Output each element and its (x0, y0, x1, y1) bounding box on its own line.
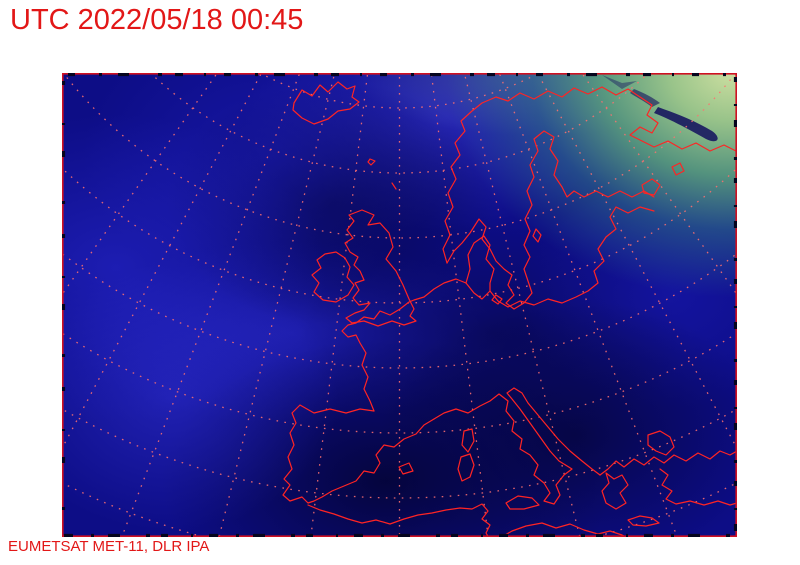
border-ticks (62, 73, 737, 537)
dark-terrain-streaks (602, 75, 718, 142)
credit-label: EUMETSAT MET-11, DLR IPA (8, 538, 210, 555)
satellite-map (62, 73, 737, 537)
graticule-grid (62, 73, 737, 537)
map-overlay (62, 73, 737, 537)
timestamp-label: UTC 2022/05/18 00:45 (10, 4, 304, 36)
coastlines (282, 81, 737, 537)
